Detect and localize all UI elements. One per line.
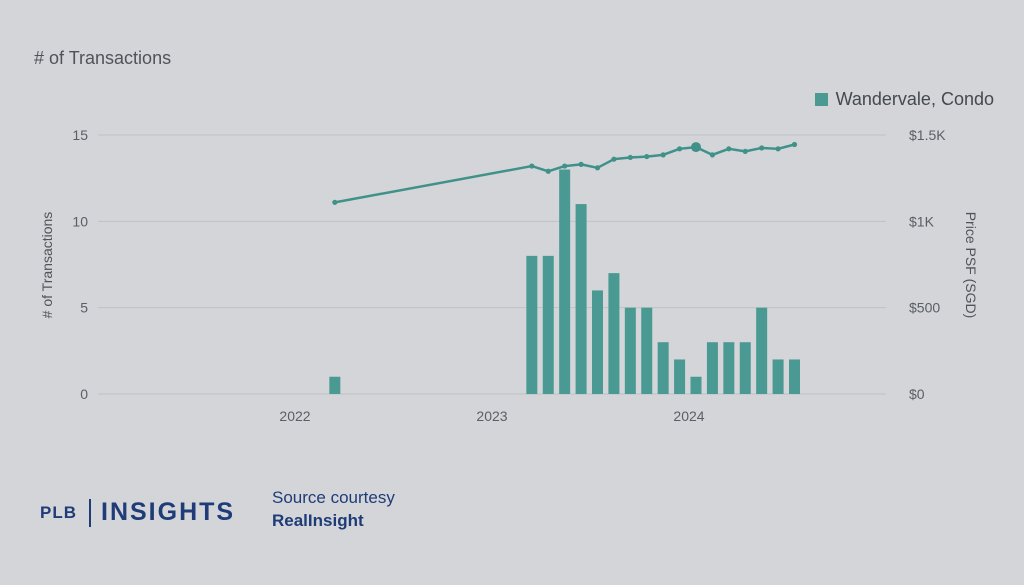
logo-plb-text: PLB bbox=[40, 502, 77, 522]
gridlines bbox=[98, 134, 886, 395]
x-tick-label: 2024 bbox=[673, 408, 704, 424]
bar[interactable] bbox=[526, 255, 538, 394]
line-point[interactable] bbox=[332, 199, 338, 205]
left-tick-label: 15 bbox=[72, 127, 88, 143]
line-point[interactable] bbox=[611, 156, 617, 162]
line-point[interactable] bbox=[627, 154, 633, 161]
line-point[interactable] bbox=[775, 146, 781, 152]
chart: 0 5 10 15 $0 $500 $1K $1.5K 2022 2023 2024 # of … bbox=[39, 127, 979, 424]
bar[interactable] bbox=[772, 359, 784, 394]
y-axis-label-left: # of Transactions bbox=[39, 212, 55, 319]
line-point[interactable] bbox=[545, 168, 551, 174]
price-line bbox=[332, 141, 798, 205]
logo-divider bbox=[89, 498, 91, 527]
bar[interactable] bbox=[706, 342, 718, 394]
y-axis-label-right: Price PSF (SGD) bbox=[963, 212, 979, 319]
line-point[interactable] bbox=[676, 146, 683, 152]
bar[interactable] bbox=[690, 376, 702, 394]
logo-insights-text: INSIGHTS bbox=[101, 498, 236, 526]
bar[interactable] bbox=[674, 359, 686, 394]
price-line-path bbox=[334, 143, 795, 204]
left-tick-label: 0 bbox=[80, 386, 88, 402]
legend[interactable]: Wandervale, Condo bbox=[814, 89, 994, 110]
bar[interactable] bbox=[739, 342, 751, 394]
right-tick-label: $0 bbox=[909, 386, 925, 402]
line-point[interactable] bbox=[644, 153, 650, 160]
bar[interactable] bbox=[329, 376, 341, 394]
x-tick-label: 2022 bbox=[279, 408, 310, 424]
right-tick-label: $1.5K bbox=[909, 127, 946, 143]
source-name: RealInsight bbox=[272, 511, 364, 530]
line-point[interactable] bbox=[709, 152, 716, 158]
bar[interactable] bbox=[592, 290, 603, 394]
line-point[interactable] bbox=[726, 146, 732, 152]
legend-label: Wandervale, Condo bbox=[835, 89, 994, 109]
source-credit: Source courtesy RealInsight bbox=[272, 486, 395, 532]
right-tick-label: $1K bbox=[909, 213, 935, 229]
plb-insights-logo[interactable]: PLB INSIGHTS bbox=[40, 498, 235, 527]
x-axis-ticks: 2022 2023 2024 bbox=[279, 408, 704, 424]
legend-swatch bbox=[814, 93, 828, 106]
panel-title: # of Transactions bbox=[34, 48, 172, 68]
bars bbox=[329, 169, 800, 394]
right-tick-label: $500 bbox=[909, 300, 940, 316]
bar[interactable] bbox=[723, 342, 735, 394]
left-tick-label: 5 bbox=[80, 300, 88, 316]
bar[interactable] bbox=[608, 273, 620, 394]
line-point[interactable] bbox=[742, 148, 748, 155]
line-point[interactable] bbox=[759, 145, 765, 151]
line-point[interactable] bbox=[594, 165, 601, 171]
left-tick-label: 10 bbox=[72, 213, 88, 229]
bar[interactable] bbox=[559, 169, 571, 394]
line-point[interactable] bbox=[578, 161, 584, 167]
bar[interactable] bbox=[542, 255, 554, 394]
line-point[interactable] bbox=[660, 152, 666, 158]
bar[interactable] bbox=[641, 307, 653, 394]
bar[interactable] bbox=[789, 359, 800, 394]
footer: PLB INSIGHTS Source courtesy RealInsight bbox=[0, 470, 1024, 585]
line-point[interactable] bbox=[562, 163, 568, 169]
highlighted-point[interactable] bbox=[691, 142, 701, 153]
bar[interactable] bbox=[756, 307, 768, 394]
source-line-1: Source courtesy bbox=[272, 488, 395, 507]
x-tick-label: 2023 bbox=[476, 408, 507, 424]
left-axis-ticks: 0 5 10 15 bbox=[72, 127, 88, 402]
right-axis-ticks: $0 $500 $1K $1.5K bbox=[909, 127, 946, 402]
line-point[interactable] bbox=[791, 141, 798, 148]
bar[interactable] bbox=[575, 204, 587, 394]
line-point[interactable] bbox=[529, 163, 535, 169]
bar[interactable] bbox=[624, 307, 636, 394]
bar[interactable] bbox=[657, 342, 669, 394]
